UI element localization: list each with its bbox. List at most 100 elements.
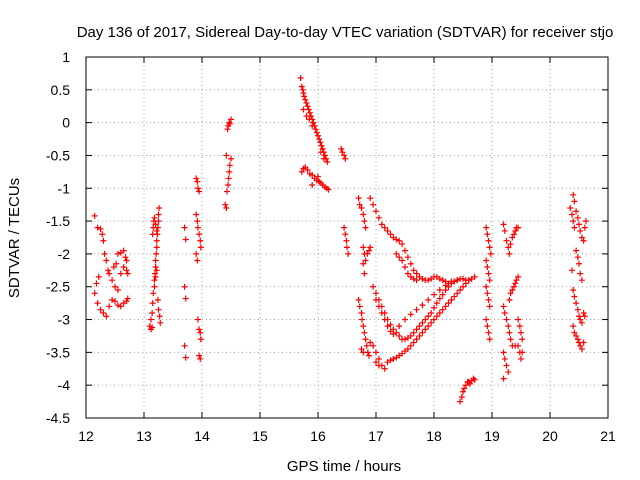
data-point bbox=[305, 106, 312, 113]
y-tick-label: -4.5 bbox=[46, 410, 70, 426]
ticks bbox=[85, 56, 609, 419]
data-point bbox=[105, 267, 112, 274]
data-point bbox=[153, 237, 160, 244]
y-tick-label: -2.5 bbox=[46, 279, 70, 295]
data-point bbox=[109, 277, 116, 284]
data-point bbox=[413, 306, 420, 313]
data-point bbox=[507, 241, 514, 248]
data-point bbox=[574, 214, 581, 221]
data-point bbox=[196, 188, 203, 195]
data-point bbox=[399, 350, 406, 357]
data-point bbox=[487, 250, 494, 257]
data-point bbox=[419, 275, 426, 282]
data-point bbox=[300, 106, 307, 113]
data-point bbox=[511, 231, 518, 238]
data-point bbox=[501, 309, 508, 316]
data-point bbox=[505, 369, 512, 376]
data-point bbox=[194, 316, 201, 323]
data-point bbox=[485, 329, 492, 336]
data-point bbox=[465, 277, 472, 284]
x-tick-label: 13 bbox=[136, 428, 152, 444]
data-point bbox=[153, 227, 160, 234]
data-point bbox=[457, 398, 464, 405]
data-point bbox=[356, 201, 363, 208]
y-tick-label: -1.5 bbox=[46, 213, 70, 229]
data-point bbox=[154, 296, 161, 303]
data-point bbox=[460, 388, 466, 395]
data-point bbox=[196, 231, 203, 238]
data-point bbox=[182, 295, 189, 302]
data-point bbox=[343, 237, 350, 244]
data-point bbox=[100, 237, 107, 244]
data-point bbox=[317, 149, 324, 156]
plot-border bbox=[85, 56, 609, 419]
data-point bbox=[570, 287, 577, 294]
data-point bbox=[375, 362, 382, 369]
data-point bbox=[393, 250, 400, 257]
data-point bbox=[360, 349, 367, 356]
data-point bbox=[578, 234, 585, 241]
y-tick-label: -3 bbox=[58, 312, 71, 328]
data-point bbox=[228, 155, 234, 162]
data-point bbox=[387, 357, 394, 364]
data-point bbox=[150, 290, 157, 297]
data-point bbox=[373, 290, 379, 297]
data-point bbox=[360, 244, 367, 251]
data-point bbox=[181, 224, 188, 231]
data-point bbox=[483, 316, 490, 323]
data-point bbox=[157, 319, 164, 326]
data-point bbox=[428, 319, 435, 326]
data-point bbox=[114, 287, 121, 294]
data-point bbox=[512, 342, 519, 349]
data-point bbox=[110, 264, 117, 271]
data-point bbox=[471, 273, 478, 280]
data-point bbox=[484, 264, 491, 271]
x-tick-labels: 12 13 14 15 16 17 18 19 20 21 bbox=[78, 428, 616, 444]
data-point bbox=[338, 145, 345, 152]
data-point bbox=[120, 247, 127, 254]
data-point bbox=[123, 257, 130, 264]
data-point bbox=[573, 247, 580, 254]
y-tick-label: 0 bbox=[62, 115, 70, 131]
data-point bbox=[503, 237, 510, 244]
data-point bbox=[573, 300, 580, 307]
data-point bbox=[439, 291, 446, 298]
data-point bbox=[370, 283, 377, 290]
data-point bbox=[194, 185, 201, 192]
data-point bbox=[319, 145, 326, 152]
data-point bbox=[112, 283, 118, 290]
data-point bbox=[390, 355, 397, 362]
data-point bbox=[370, 201, 377, 208]
data-point bbox=[407, 332, 414, 339]
data-point bbox=[576, 313, 582, 320]
data-point bbox=[512, 280, 519, 287]
data-point bbox=[509, 234, 516, 241]
data-point bbox=[570, 191, 577, 198]
data-point bbox=[97, 306, 104, 313]
data-point bbox=[422, 316, 429, 323]
data-point bbox=[577, 316, 584, 323]
data-point bbox=[577, 270, 584, 277]
data-point bbox=[194, 257, 201, 264]
data-point bbox=[454, 277, 461, 284]
data-point bbox=[416, 332, 423, 339]
data-point bbox=[197, 336, 204, 343]
data-point bbox=[224, 126, 231, 133]
data-point bbox=[321, 152, 328, 159]
data-point bbox=[500, 303, 507, 310]
data-point bbox=[404, 270, 411, 277]
data-point bbox=[577, 227, 584, 234]
data-point bbox=[407, 260, 414, 267]
data-point bbox=[313, 129, 320, 136]
data-point bbox=[571, 329, 578, 336]
data-point bbox=[483, 257, 490, 264]
data-point bbox=[573, 208, 580, 215]
data-point bbox=[384, 227, 391, 234]
data-point bbox=[316, 136, 323, 143]
data-point bbox=[193, 175, 200, 182]
data-point bbox=[341, 152, 348, 159]
data-point bbox=[117, 270, 124, 277]
data-point bbox=[99, 231, 106, 238]
x-tick-label: 20 bbox=[542, 428, 558, 444]
data-point bbox=[197, 355, 204, 362]
